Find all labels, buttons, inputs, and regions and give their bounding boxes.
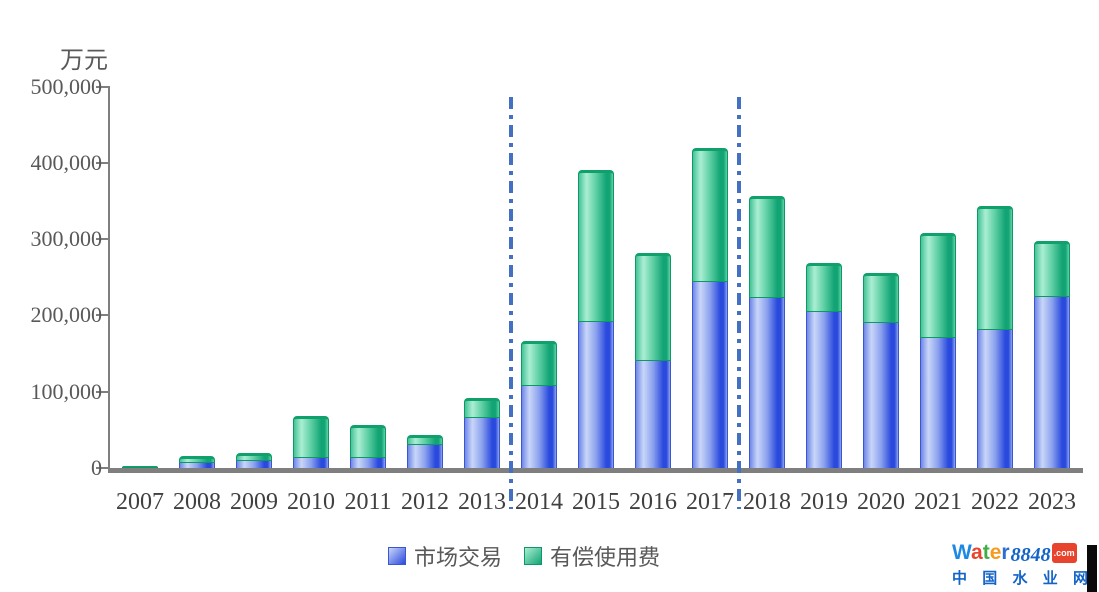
bar-2015-fee-segment xyxy=(578,170,614,323)
watermark-tld: .com xyxy=(1051,543,1077,563)
divider-line-2 xyxy=(736,97,741,509)
x-axis-label-2010: 2010 xyxy=(287,489,335,515)
y-tick-label: 500,000 xyxy=(30,73,103,99)
watermark-cn-text: 中国水业网 xyxy=(952,567,1088,588)
bar-2008-market-segment xyxy=(179,462,215,468)
watermark-letter: e xyxy=(989,541,1002,564)
y-tick-label: 400,000 xyxy=(30,149,103,175)
x-axis-label-2009: 2009 xyxy=(230,489,278,515)
bar-2015-market-segment xyxy=(578,322,614,468)
bar-2017-market-segment xyxy=(692,281,728,468)
x-axis-line xyxy=(108,468,1083,473)
watermark-logo: Water 8848 .com 中国水业网 xyxy=(952,541,1088,588)
watermark-cn-char: 业 xyxy=(1042,570,1058,587)
legend-swatch-green xyxy=(524,547,543,565)
bar-2012-fee-segment xyxy=(407,435,443,446)
legend-swatch-blue xyxy=(388,547,406,565)
x-axis-label-2020: 2020 xyxy=(857,489,905,515)
legend-item-fee: 有偿使用费 xyxy=(524,540,660,572)
y-tick-mark xyxy=(96,467,108,469)
watermark-cn-char: 国 xyxy=(982,570,998,587)
x-axis-label-2007: 2007 xyxy=(116,489,164,515)
bar-2010-market-segment xyxy=(293,458,329,468)
watermark-cn-char: 网 xyxy=(1072,570,1088,587)
x-axis-label-2012: 2012 xyxy=(401,489,449,515)
watermark-brand-letters: Water xyxy=(952,541,1010,565)
legend: 市场交易 有偿使用费 xyxy=(388,540,670,572)
bar-2017-fee-segment xyxy=(692,148,728,282)
x-axis-label-2013: 2013 xyxy=(458,489,506,515)
x-axis-label-2022: 2022 xyxy=(971,489,1019,515)
bar-2022-market-segment xyxy=(977,329,1013,468)
bar-2011-market-segment xyxy=(350,458,386,468)
y-axis-line xyxy=(108,86,110,470)
y-tick-mark xyxy=(96,238,108,241)
legend-label-fee: 有偿使用费 xyxy=(550,545,661,570)
x-axis-label-2023: 2023 xyxy=(1028,489,1076,515)
x-axis-label-2016: 2016 xyxy=(629,489,677,515)
x-axis-label-2011: 2011 xyxy=(344,489,392,515)
bar-2019-fee-segment xyxy=(806,262,842,313)
bar-2018-fee-segment xyxy=(749,195,785,298)
bar-2011-fee-segment xyxy=(350,424,386,459)
y-tick-mark xyxy=(96,85,108,88)
x-axis-label-2021: 2021 xyxy=(914,489,962,515)
bar-2021-fee-segment xyxy=(920,232,956,338)
bar-2013-fee-segment xyxy=(464,397,500,418)
legend-item-market: 市场交易 xyxy=(388,540,502,572)
bar-2016-fee-segment xyxy=(635,252,671,362)
watermark-cn-char: 水 xyxy=(1012,570,1028,587)
y-tick-label: 300,000 xyxy=(30,226,103,252)
y-tick-mark xyxy=(96,390,108,393)
y-tick-mark xyxy=(96,314,108,317)
y-axis-unit-label: 万元 xyxy=(60,48,108,74)
x-axis-label-2019: 2019 xyxy=(800,489,848,515)
divider-line-1 xyxy=(508,97,513,509)
x-axis-label-2018: 2018 xyxy=(743,489,791,515)
x-axis-label-2014: 2014 xyxy=(515,489,563,515)
x-axis-label-2017: 2017 xyxy=(686,489,734,515)
bar-2009-market-segment xyxy=(236,461,272,468)
watermark-brand: Water 8848 .com xyxy=(952,541,1088,566)
watermark-letter: t xyxy=(982,541,990,564)
bar-2009-fee-segment xyxy=(236,452,272,462)
bar-2021-market-segment xyxy=(920,337,956,468)
watermark-letter: a xyxy=(971,541,983,564)
x-axis-label-2008: 2008 xyxy=(173,489,221,515)
y-tick-label: 200,000 xyxy=(30,302,103,328)
bar-2014-market-segment xyxy=(521,386,557,468)
bar-2014-fee-segment xyxy=(521,340,557,387)
bar-2007-fee-segment xyxy=(122,465,158,468)
bar-2018-market-segment xyxy=(749,297,785,468)
bar-2016-market-segment xyxy=(635,361,671,468)
bar-2020-fee-segment xyxy=(863,272,899,324)
watermark-cn-char: 中 xyxy=(952,570,968,587)
bar-2022-fee-segment xyxy=(977,205,1013,330)
bar-2013-market-segment xyxy=(464,417,500,468)
bar-2020-market-segment xyxy=(863,323,899,468)
x-axis-label-2015: 2015 xyxy=(572,489,620,515)
bar-2023-fee-segment xyxy=(1034,241,1070,298)
black-edge-strip xyxy=(1087,545,1097,592)
y-tick-label: 0 xyxy=(91,455,102,480)
bar-2008-fee-segment xyxy=(179,455,215,463)
watermark-letter: r xyxy=(1001,541,1010,564)
bar-2012-market-segment xyxy=(407,445,443,468)
bar-2019-market-segment xyxy=(806,312,842,468)
bar-2010-fee-segment xyxy=(293,416,329,459)
watermark-letter: W xyxy=(952,541,972,564)
bar-2023-market-segment xyxy=(1034,297,1070,468)
legend-label-market: 市场交易 xyxy=(414,545,503,570)
watermark-number: 8848 xyxy=(1010,544,1051,566)
y-tick-label: 100,000 xyxy=(30,378,103,404)
y-tick-mark xyxy=(96,161,108,164)
